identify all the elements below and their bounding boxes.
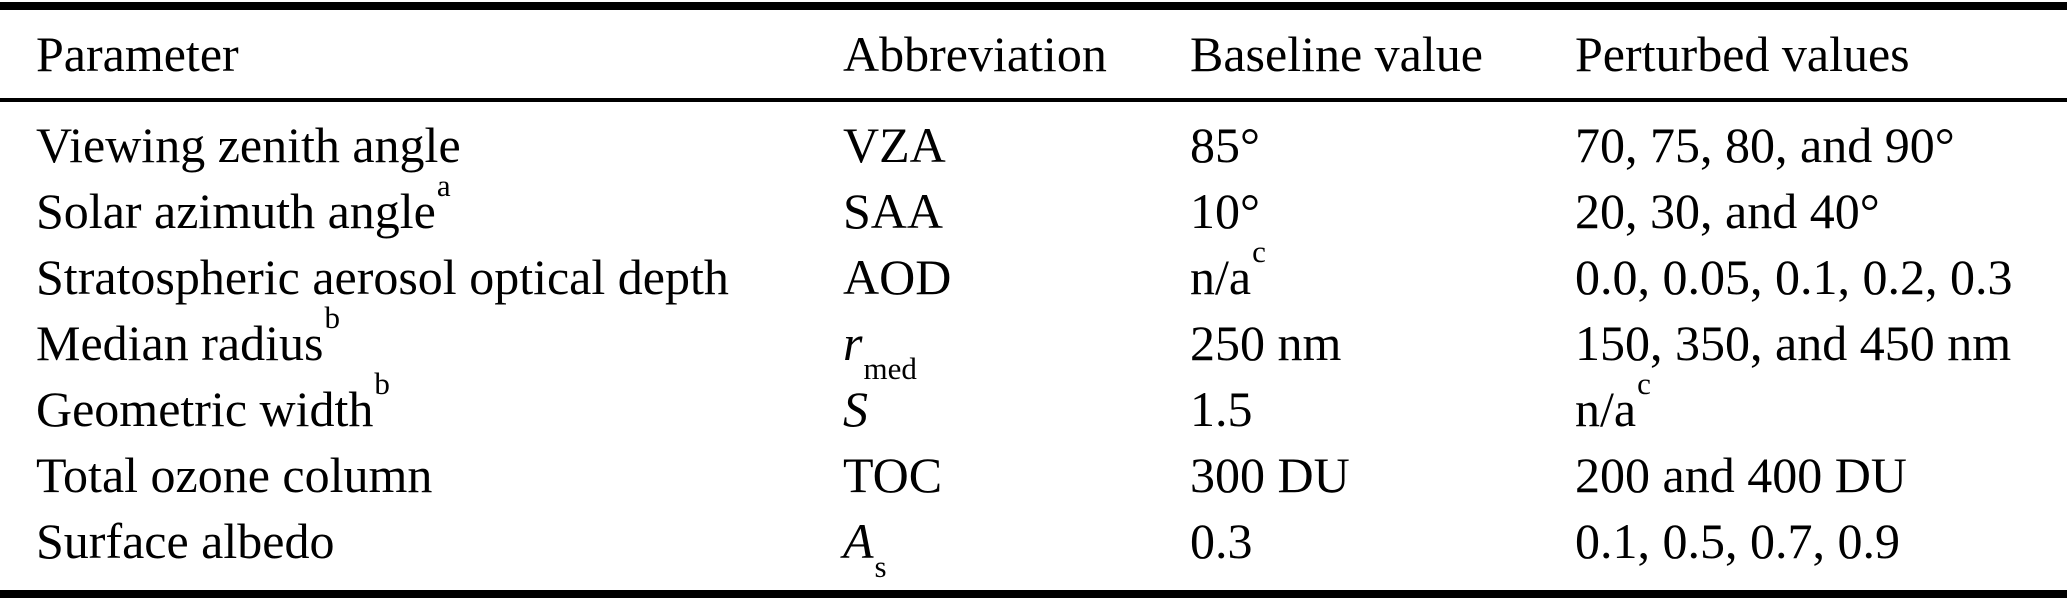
cell-perturbed: 20, 30, and 40° [1575,183,1880,239]
cell-parameter: Solar azimuth anglea [36,168,451,239]
cell-parameter: Viewing zenith angle [36,117,461,173]
cell-abbreviation: TOC [843,447,943,503]
table-body: Viewing zenith angle VZA 85° 70, 75, 80, an… [0,112,2067,584]
cell-perturbed: n/ac [1575,366,1651,437]
cell-parameter: Total ozone column [36,447,433,503]
cell-parameter: Median radiusb [36,300,340,371]
cell-perturbed: 200 and 400 DU [1575,447,1907,503]
cell-perturbed: 0.1, 0.5, 0.7, 0.9 [1575,513,1900,569]
cell-baseline: 300 DU [1190,447,1350,503]
column-header-perturbed-values: Perturbed values [1575,26,1910,82]
cell-abbreviation: VZA [843,117,946,173]
cell-baseline: 1.5 [1190,381,1253,437]
table-header-rule [0,98,2067,102]
column-header-parameter: Parameter [36,26,239,82]
cell-abbreviation: SAA [843,183,944,239]
cell-parameter: Stratospheric aerosol optical depth [36,249,729,305]
cell-abbreviation: AOD [843,249,952,305]
column-header-baseline-value: Baseline value [1190,26,1483,82]
cell-baseline: 10° [1190,183,1260,239]
cell-perturbed: 150, 350, and 450 nm [1575,315,2012,371]
cell-abbreviation: rmed [843,315,917,386]
table-bottom-rule [0,590,2067,598]
cell-parameter: Surface albedo [36,513,335,569]
cell-abbreviation: As [843,513,887,584]
cell-baseline: 85° [1190,117,1260,173]
cell-perturbed: 70, 75, 80, and 90° [1575,117,1955,173]
cell-perturbed: 0.0, 0.05, 0.1, 0.2, 0.3 [1575,249,2013,305]
cell-baseline: 250 nm [1190,315,1342,371]
cell-parameter: Geometric widthb [36,366,390,437]
cell-baseline: n/ac [1190,234,1266,305]
table-header-row: Parameter Abbreviation Baseline value Pe… [0,10,2067,98]
cell-baseline: 0.3 [1190,513,1253,569]
table-top-rule [0,2,2067,10]
cell-abbreviation: S [843,381,868,437]
column-header-abbreviation: Abbreviation [843,26,1107,82]
